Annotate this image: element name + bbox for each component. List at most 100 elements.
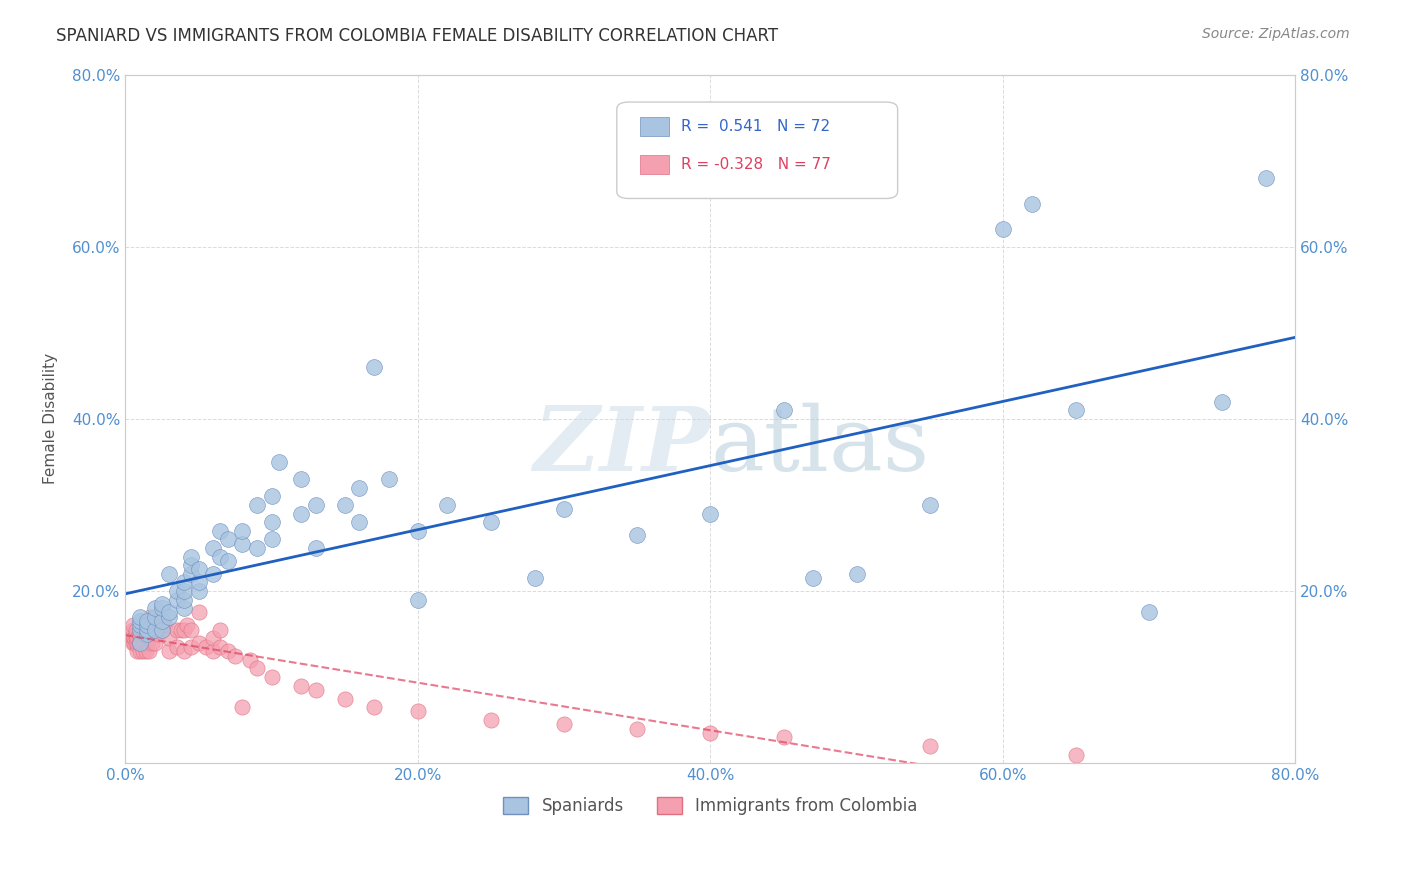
Point — [129, 627, 152, 641]
Point — [157, 609, 180, 624]
Point — [121, 632, 143, 646]
Point — [129, 635, 152, 649]
Point — [260, 489, 283, 503]
Point — [173, 644, 195, 658]
Point — [136, 635, 159, 649]
Point — [136, 618, 159, 632]
Point — [224, 648, 246, 663]
Point — [150, 614, 173, 628]
Text: atlas: atlas — [710, 402, 929, 490]
Point — [187, 584, 209, 599]
Point — [377, 472, 399, 486]
Point — [187, 562, 209, 576]
Point — [150, 597, 173, 611]
Y-axis label: Female Disability: Female Disability — [44, 353, 58, 484]
Point — [136, 632, 159, 646]
Point — [122, 632, 145, 646]
Point — [209, 623, 232, 637]
Point — [239, 653, 262, 667]
Point — [304, 541, 326, 555]
Point — [166, 623, 188, 637]
Point — [217, 644, 239, 658]
Point — [772, 403, 794, 417]
Point — [217, 554, 239, 568]
FancyBboxPatch shape — [617, 102, 897, 198]
Point — [1256, 170, 1278, 185]
Point — [267, 455, 290, 469]
Point — [333, 498, 356, 512]
Point — [918, 739, 941, 753]
Point — [202, 566, 225, 581]
Point — [173, 584, 195, 599]
Point — [363, 360, 385, 375]
Point — [143, 601, 166, 615]
Point — [143, 623, 166, 637]
Point — [153, 618, 176, 632]
Point — [176, 618, 198, 632]
Point — [143, 635, 166, 649]
Point — [142, 614, 165, 628]
Point — [134, 635, 156, 649]
Point — [129, 623, 152, 637]
Text: ZIP: ZIP — [534, 403, 710, 490]
Point — [139, 609, 162, 624]
Point — [128, 627, 150, 641]
Point — [136, 627, 159, 641]
Point — [246, 661, 269, 675]
Text: R =  0.541   N = 72: R = 0.541 N = 72 — [681, 119, 831, 134]
Point — [479, 515, 502, 529]
Point — [209, 524, 232, 538]
Point — [626, 722, 648, 736]
Point — [187, 606, 209, 620]
Point — [125, 632, 148, 646]
Point — [135, 623, 157, 637]
Point — [1137, 606, 1160, 620]
Point — [150, 618, 173, 632]
Point — [699, 507, 721, 521]
Point — [150, 601, 173, 615]
Point — [304, 683, 326, 698]
Point — [845, 566, 868, 581]
Point — [135, 644, 157, 658]
Point — [231, 524, 253, 538]
Point — [523, 571, 546, 585]
Point — [129, 614, 152, 628]
Point — [141, 635, 163, 649]
Point — [231, 700, 253, 714]
Point — [1064, 403, 1087, 417]
Text: R = -0.328   N = 77: R = -0.328 N = 77 — [681, 156, 831, 171]
Point — [146, 627, 169, 641]
Point — [129, 635, 152, 649]
Point — [479, 713, 502, 727]
Point — [290, 472, 312, 486]
Point — [209, 549, 232, 564]
Point — [136, 614, 159, 628]
Point — [246, 541, 269, 555]
Point — [138, 644, 160, 658]
Point — [124, 627, 146, 641]
Point — [166, 640, 188, 654]
Point — [231, 536, 253, 550]
Point — [187, 635, 209, 649]
Point — [125, 635, 148, 649]
Point — [626, 528, 648, 542]
Point — [363, 700, 385, 714]
Point — [157, 644, 180, 658]
Legend: Spaniards, Immigrants from Colombia: Spaniards, Immigrants from Colombia — [495, 789, 927, 823]
Point — [1064, 747, 1087, 762]
Point — [406, 524, 429, 538]
Text: SPANIARD VS IMMIGRANTS FROM COLOMBIA FEMALE DISABILITY CORRELATION CHART: SPANIARD VS IMMIGRANTS FROM COLOMBIA FEM… — [56, 27, 779, 45]
Point — [173, 575, 195, 590]
Point — [349, 481, 371, 495]
Point — [139, 623, 162, 637]
Point — [1021, 196, 1043, 211]
Point — [150, 623, 173, 637]
Point — [128, 635, 150, 649]
Point — [1211, 394, 1233, 409]
Point — [129, 618, 152, 632]
Point — [260, 533, 283, 547]
Point — [553, 502, 575, 516]
Point — [173, 601, 195, 615]
Point — [150, 623, 173, 637]
Point — [121, 629, 143, 643]
